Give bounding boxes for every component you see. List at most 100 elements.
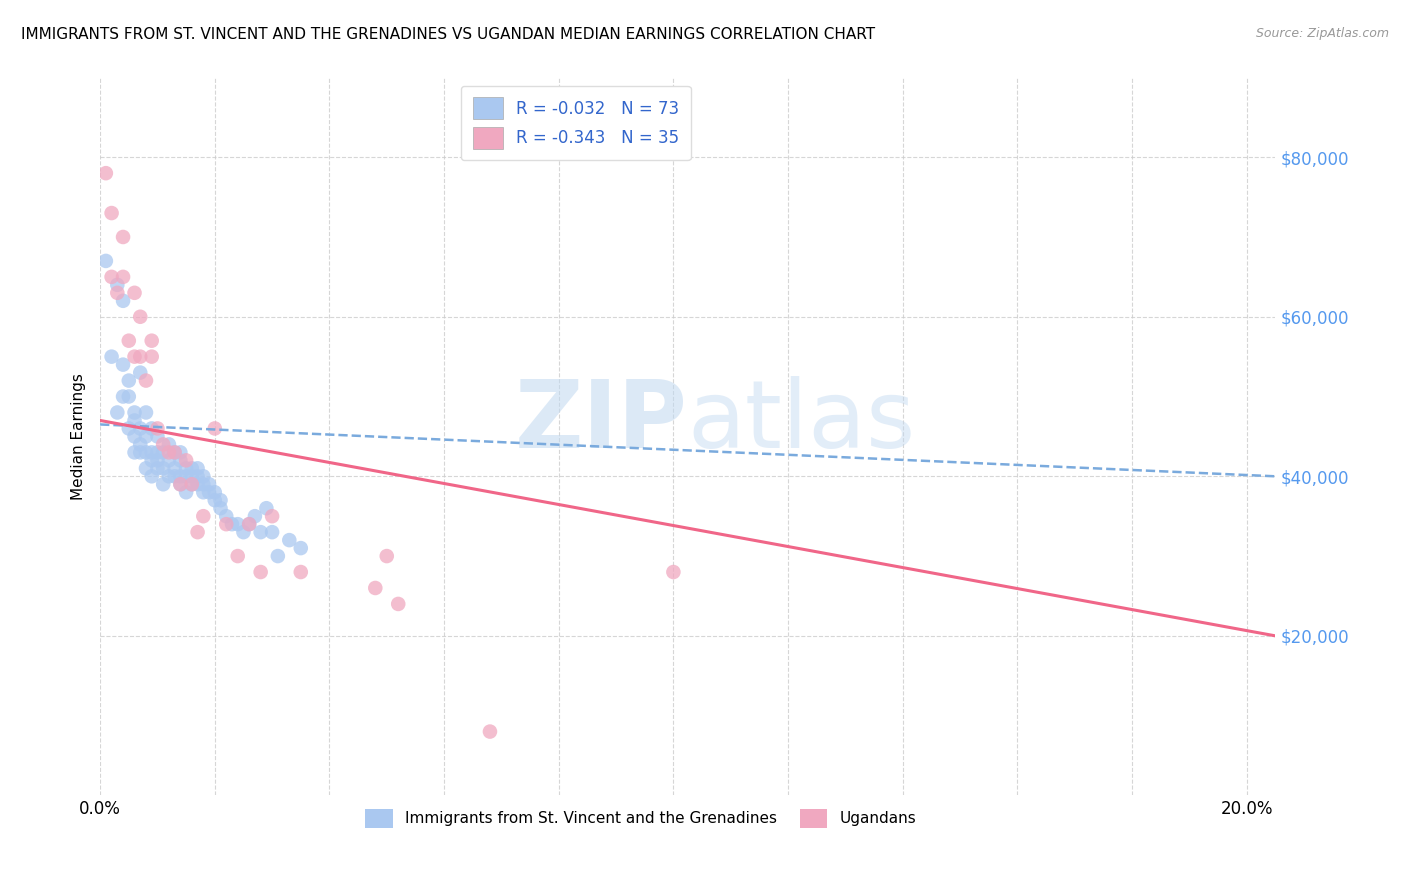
Point [129,310,152,324]
Point [124,429,146,443]
Point [141,421,163,435]
Text: Source: ZipAtlas.com: Source: ZipAtlas.com [1256,27,1389,40]
Point [174,461,197,475]
Point [238,517,260,532]
Point [129,366,152,380]
Point [249,525,271,540]
Point [124,405,146,419]
Point [152,461,174,475]
Text: ZIP: ZIP [515,376,688,468]
Point [124,445,146,459]
Point [249,565,271,579]
Point [193,469,215,483]
Point [146,461,169,475]
Point [135,374,157,388]
Point [163,469,186,483]
Point [112,390,135,404]
Point [135,445,157,459]
Point [180,469,202,483]
Point [141,453,163,467]
Point [112,269,135,284]
Point [187,477,209,491]
Point [100,206,122,220]
Point [169,477,191,491]
Point [169,445,191,459]
Point [157,437,180,451]
Point [243,509,266,524]
Point [290,541,312,555]
Point [157,445,180,459]
Text: atlas: atlas [688,376,915,468]
Point [187,461,209,475]
Point [129,445,152,459]
Point [124,350,146,364]
Point [118,374,141,388]
Point [105,405,128,419]
Point [262,509,284,524]
Point [141,445,163,459]
Point [226,549,249,563]
Point [204,485,226,500]
Point [478,724,501,739]
Point [163,445,186,459]
Point [204,421,226,435]
Point [105,285,128,300]
Point [262,525,284,540]
Point [146,453,169,467]
Legend: Immigrants from St. Vincent and the Grenadines, Ugandans: Immigrants from St. Vincent and the Gren… [359,803,922,834]
Point [278,533,301,548]
Point [157,469,180,483]
Point [141,350,163,364]
Point [124,413,146,427]
Point [118,334,141,348]
Point [198,485,221,500]
Point [118,421,141,435]
Point [232,525,254,540]
Point [169,477,191,491]
Point [193,485,215,500]
Point [100,269,122,284]
Point [364,581,387,595]
Point [193,509,215,524]
Y-axis label: Median Earnings: Median Earnings [72,373,86,500]
Point [204,493,226,508]
Point [100,350,122,364]
Point [105,277,128,292]
Point [180,477,202,491]
Point [221,517,243,532]
Point [209,493,232,508]
Text: IMMIGRANTS FROM ST. VINCENT AND THE GRENADINES VS UGANDAN MEDIAN EARNINGS CORREL: IMMIGRANTS FROM ST. VINCENT AND THE GREN… [21,27,875,42]
Point [254,501,277,516]
Point [94,254,117,268]
Point [141,334,163,348]
Point [135,429,157,443]
Point [290,565,312,579]
Point [215,509,238,524]
Point [112,358,135,372]
Point [174,485,197,500]
Point [163,461,186,475]
Point [226,517,249,532]
Point [193,477,215,491]
Point [112,230,135,244]
Point [135,405,157,419]
Point [112,293,135,308]
Point [141,469,163,483]
Point [152,477,174,491]
Point [152,445,174,459]
Point [180,461,202,475]
Point [129,350,152,364]
Point [267,549,290,563]
Point [209,501,232,516]
Point [187,469,209,483]
Point [146,421,169,435]
Point [129,437,152,451]
Point [174,453,197,467]
Point [662,565,685,579]
Point [163,445,186,459]
Point [129,421,152,435]
Point [169,453,191,467]
Point [198,477,221,491]
Point [180,477,202,491]
Point [152,437,174,451]
